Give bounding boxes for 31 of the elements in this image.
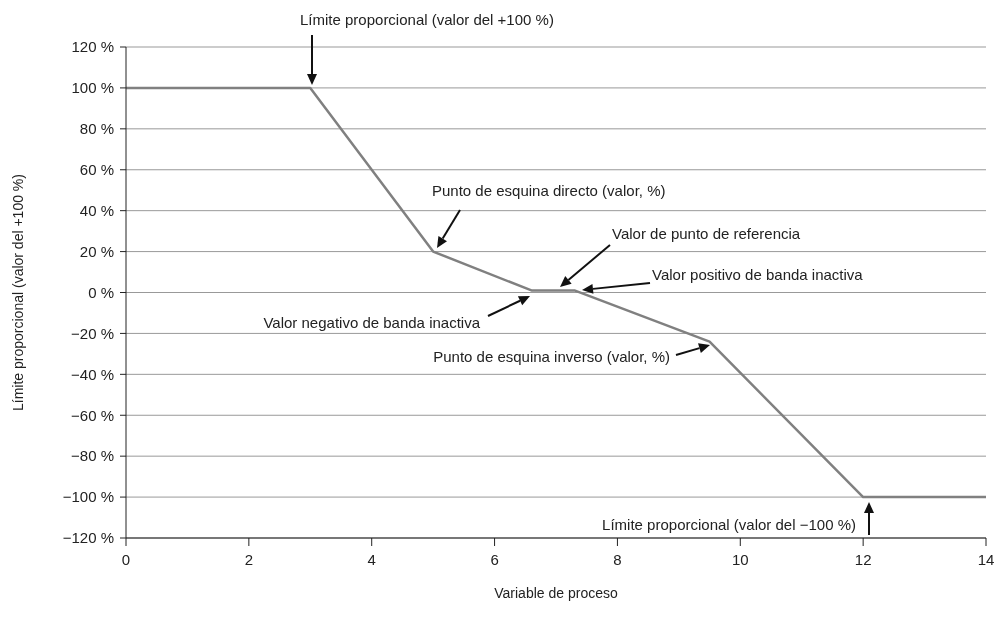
y-tick-label: 100 % <box>71 79 114 97</box>
y-tick-label: 40 % <box>79 201 114 219</box>
y-tick-label: 0 % <box>88 283 114 301</box>
x-tick-label: 0 <box>121 550 131 568</box>
x-tick-label: 14 <box>977 550 995 568</box>
y-tick-label: −40 % <box>71 365 114 383</box>
y-tick-label: 80 % <box>79 120 114 138</box>
annotation: Punto de esquina directo (valor, %) <box>432 182 666 199</box>
x-tick-label: 2 <box>244 550 254 568</box>
x-axis-title: Variable de proceso <box>494 585 618 601</box>
y-tick-label: −120 % <box>62 529 114 547</box>
annotation: Valor positivo de banda inactiva <box>652 266 864 283</box>
x-tick-label: 6 <box>490 550 499 568</box>
annotation: Valor de punto de referencia <box>612 225 801 242</box>
annotation: Límite proporcional (valor del −100 %) <box>602 516 856 533</box>
x-tick-label: 8 <box>613 550 622 568</box>
y-tick-label: 20 % <box>79 242 114 260</box>
y-tick-label: 60 % <box>79 161 114 179</box>
annotation: Valor negativo de banda inactiva <box>263 314 481 331</box>
line-series <box>126 86 986 499</box>
x-tick-label: 4 <box>367 550 376 568</box>
x-tick-label: 12 <box>854 550 872 568</box>
y-axis-title: Límite proporcional (valor del +100 %) <box>9 174 26 411</box>
y-tick-label: −60 % <box>71 406 114 424</box>
y-tick-label: −100 % <box>62 488 114 506</box>
x-tick-label: 10 <box>731 550 749 568</box>
y-tick-label: −20 % <box>71 324 114 342</box>
text: Límite proporcional (valor del +100 %) <box>300 11 554 28</box>
annotation: Punto de esquina inverso (valor, %) <box>433 348 670 365</box>
y-tick-label: 120 % <box>71 38 114 56</box>
y-tick-label: −80 % <box>71 447 114 465</box>
